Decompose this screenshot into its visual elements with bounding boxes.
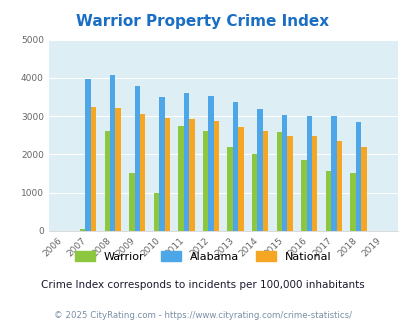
Bar xyxy=(80,229,85,231)
Bar xyxy=(325,171,330,231)
Bar xyxy=(276,132,281,231)
Text: Crime Index corresponds to incidents per 100,000 inhabitants: Crime Index corresponds to incidents per… xyxy=(41,280,364,290)
Bar xyxy=(202,131,208,231)
Bar xyxy=(183,93,189,231)
Bar xyxy=(257,109,262,231)
Bar xyxy=(208,96,213,231)
Bar xyxy=(360,147,366,231)
Bar xyxy=(189,119,194,231)
Text: © 2025 CityRating.com - https://www.cityrating.com/crime-statistics/: © 2025 CityRating.com - https://www.city… xyxy=(54,311,351,320)
Bar xyxy=(164,118,170,231)
Bar xyxy=(311,136,317,231)
Bar xyxy=(91,107,96,231)
Bar xyxy=(227,147,232,231)
Bar xyxy=(252,154,257,231)
Bar xyxy=(110,75,115,231)
Bar xyxy=(115,108,120,231)
Bar xyxy=(232,102,238,231)
Bar xyxy=(306,116,311,231)
Bar xyxy=(85,79,91,231)
Bar xyxy=(178,126,183,231)
Bar xyxy=(287,136,292,231)
Bar xyxy=(238,127,243,231)
Text: Warrior Property Crime Index: Warrior Property Crime Index xyxy=(76,14,329,29)
Bar xyxy=(213,121,219,231)
Bar xyxy=(104,131,110,231)
Bar xyxy=(159,97,164,231)
Bar xyxy=(153,193,159,231)
Bar xyxy=(262,131,268,231)
Bar xyxy=(140,114,145,231)
Bar xyxy=(330,116,336,231)
Bar xyxy=(336,141,341,231)
Bar xyxy=(281,115,287,231)
Bar xyxy=(355,121,360,231)
Bar xyxy=(301,160,306,231)
Legend: Warrior, Alabama, National: Warrior, Alabama, National xyxy=(75,251,330,262)
Bar xyxy=(134,86,140,231)
Bar xyxy=(350,173,355,231)
Bar xyxy=(129,173,134,231)
